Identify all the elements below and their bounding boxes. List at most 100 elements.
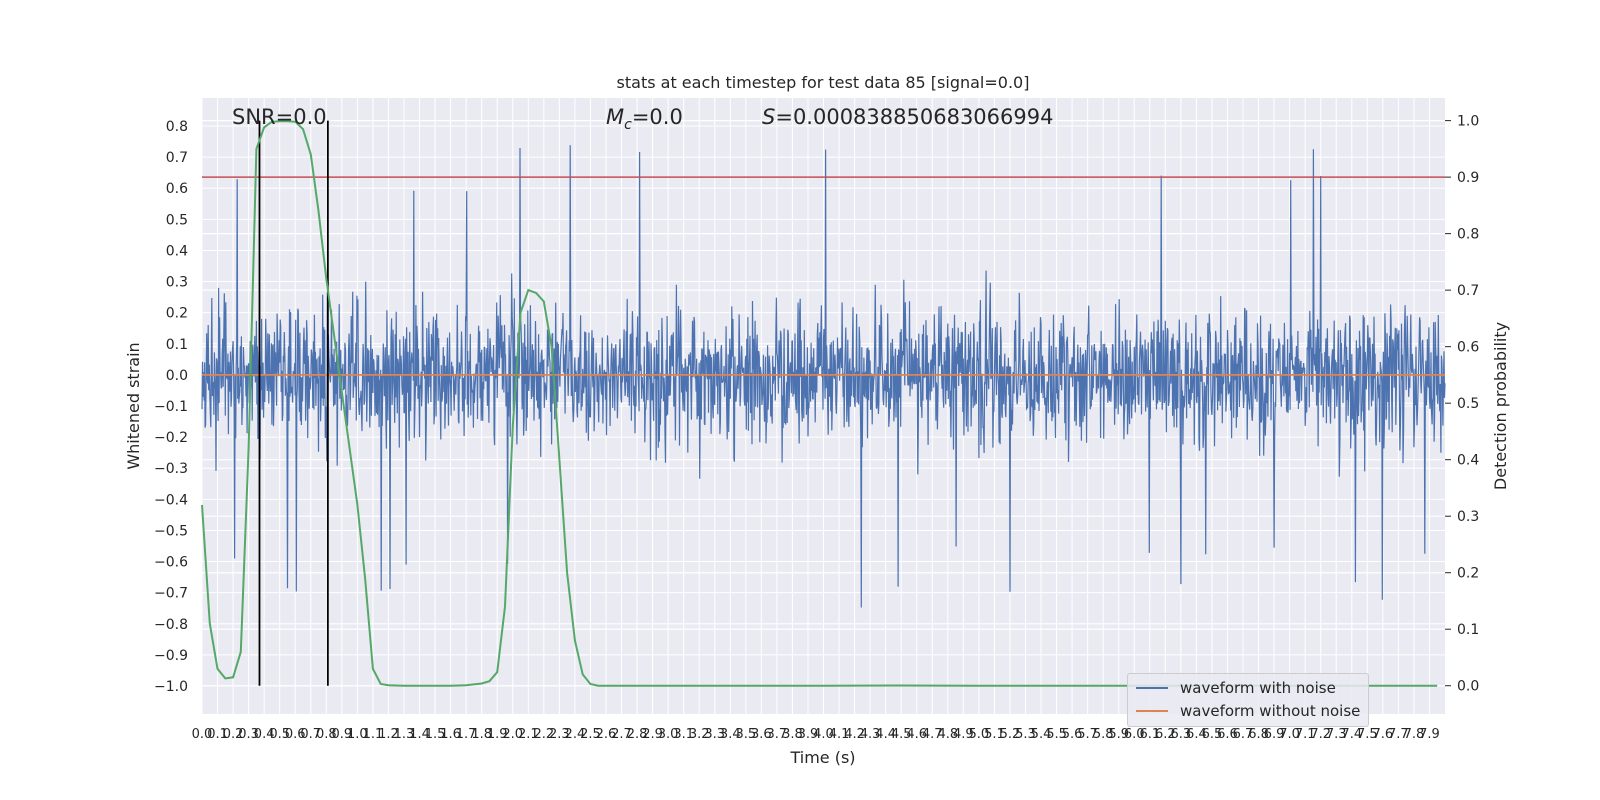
x-tick-label: 0.4 [254, 727, 275, 742]
y-left-tick-label: −0.1 [154, 399, 188, 415]
x-tick-label: 5.5 [1046, 727, 1067, 742]
y-left-tick-label: −0.7 [154, 586, 188, 602]
x-tick-label: 2.4 [565, 727, 586, 742]
x-tick-label: 3.6 [751, 727, 772, 742]
y-left-tick-label: 0.7 [166, 150, 188, 166]
y-left-tick-label: −0.5 [154, 523, 188, 539]
mc-symbol: M [606, 105, 624, 129]
y-left-tick-label: 0.2 [166, 306, 188, 322]
noise-trace [201, 145, 1446, 608]
x-tick-label: 5.8 [1093, 727, 1114, 742]
x-tick-label: 0.2 [223, 727, 244, 742]
x-tick-label: 7.0 [1279, 727, 1300, 742]
x-tick-label: 6.1 [1139, 727, 1160, 742]
x-tick-label: 6.0 [1124, 727, 1145, 742]
x-tick-label: 6.3 [1171, 727, 1192, 742]
x-tick-label: 1.3 [394, 727, 415, 742]
y-left-tick-label: 0.1 [166, 337, 188, 353]
x-tick-label: 3.3 [704, 727, 725, 742]
x-tick-label: 2.2 [533, 727, 554, 742]
x-tick-label: 4.3 [860, 727, 881, 742]
x-tick-label: 2.8 [627, 727, 648, 742]
y-right-tick-label: 0.2 [1457, 566, 1479, 582]
x-tick-label: 1.1 [363, 727, 384, 742]
x-tick-label: 3.9 [798, 727, 819, 742]
x-tick-label: 2.1 [518, 727, 539, 742]
x-tick-label: 3.2 [689, 727, 710, 742]
x-tick-label: 7.2 [1310, 727, 1331, 742]
x-tick-label: 4.5 [891, 727, 912, 742]
mc-value: =0.0 [632, 105, 683, 129]
x-tick-label: 5.1 [984, 727, 1005, 742]
legend-label-noise: waveform with noise [1180, 679, 1336, 697]
x-tick-label: 0.8 [316, 727, 337, 742]
x-tick-label: 4.0 [813, 727, 834, 742]
y-right-tick-label: 0.5 [1457, 396, 1479, 412]
x-tick-label: 3.5 [735, 727, 756, 742]
x-tick-label: 7.4 [1341, 727, 1362, 742]
x-tick-label: 3.1 [673, 727, 694, 742]
y-right-tick-labels: 1.0 0.9 0.8 0.7 0.6 0.5 0.4 0.3 0.2 0.1 0.0 [1445, 114, 1479, 695]
x-tick-label: 6.5 [1202, 727, 1223, 742]
x-tick-label: 6.2 [1155, 727, 1176, 742]
x-tick-label: 0.5 [269, 727, 290, 742]
y-left-tick-label: −1.0 [154, 679, 188, 695]
y-left-tick-label: −0.9 [154, 648, 188, 664]
s-annotation: S=0.000838850683066994 [762, 105, 1053, 129]
x-tick-label: 6.7 [1233, 727, 1254, 742]
y-right-tick-label: 0.4 [1457, 453, 1479, 469]
x-tick-label: 1.4 [409, 727, 430, 742]
chart-title: stats at each timestep for test data 85 … [617, 73, 1030, 92]
x-tick-label: 6.4 [1186, 727, 1207, 742]
event-markers [258, 120, 329, 686]
x-tick-label: 6.9 [1264, 727, 1285, 742]
x-tick-label: 2.3 [549, 727, 570, 742]
x-tick-label: 4.9 [953, 727, 974, 742]
x-tick-label: 1.7 [456, 727, 477, 742]
y-left-tick-label: −0.2 [154, 430, 188, 446]
x-tick-label: 2.0 [502, 727, 523, 742]
x-tick-label: 0.6 [285, 727, 306, 742]
legend-item-clean: waveform without noise [1136, 700, 1360, 722]
x-tick-labels: 0.00.10.20.30.40.50.60.70.80.91.01.11.21… [192, 727, 1440, 742]
detection-probability-line [201, 120, 1438, 687]
x-tick-label: 1.0 [347, 727, 368, 742]
y-left-tick-label: −0.8 [154, 617, 188, 633]
legend-label-clean: waveform without noise [1180, 702, 1361, 720]
y-right-tick-label: 0.0 [1457, 679, 1479, 695]
y-left-tick-label: 0.3 [166, 275, 188, 291]
snr-annotation: SNR=0.0 [232, 105, 327, 129]
x-tick-label: 7.9 [1419, 727, 1440, 742]
x-tick-label: 4.8 [937, 727, 958, 742]
y-left-tick-label: 0.8 [166, 119, 188, 135]
x-tick-label: 3.4 [720, 727, 741, 742]
x-axis-label: Time (s) [789, 748, 855, 767]
x-tick-label: 6.6 [1217, 727, 1238, 742]
legend: waveform with noise waveform without noi… [1127, 673, 1369, 727]
y-right-tick-label: 1.0 [1457, 114, 1479, 130]
y-right-tick-label: 0.1 [1457, 622, 1479, 638]
x-tick-label: 4.4 [875, 727, 896, 742]
x-tick-label: 4.6 [906, 727, 927, 742]
x-tick-label: 1.6 [440, 727, 461, 742]
s-symbol: S [762, 105, 775, 129]
y-right-tick-label: 0.6 [1457, 340, 1479, 356]
y-right-axis-label: Detection probability [1491, 322, 1510, 490]
y-left-tick-label: 0.6 [166, 181, 188, 197]
x-tick-label: 0.1 [207, 727, 228, 742]
x-tick-label: 7.7 [1388, 727, 1409, 742]
x-tick-label: 0.7 [300, 727, 321, 742]
x-tick-label: 2.7 [611, 727, 632, 742]
x-tick-label: 3.8 [782, 727, 803, 742]
x-tick-label: 2.5 [580, 727, 601, 742]
x-tick-label: 5.9 [1108, 727, 1129, 742]
y-left-tick-label: −0.4 [154, 492, 188, 508]
y-left-axis-label: Whitened strain [124, 342, 143, 469]
x-tick-label: 2.6 [596, 727, 617, 742]
x-tick-label: 1.5 [425, 727, 446, 742]
y-left-tick-labels: 0.8 0.7 0.6 0.5 0.4 0.3 0.2 0.1 0.0 −0.1 −0.2 −0.3 −… [154, 119, 188, 695]
x-tick-label: 7.8 [1404, 727, 1425, 742]
y-left-tick-label: −0.6 [154, 555, 188, 571]
y-right-tick-label: 0.8 [1457, 227, 1479, 243]
y-left-tick-label: −0.3 [154, 461, 188, 477]
